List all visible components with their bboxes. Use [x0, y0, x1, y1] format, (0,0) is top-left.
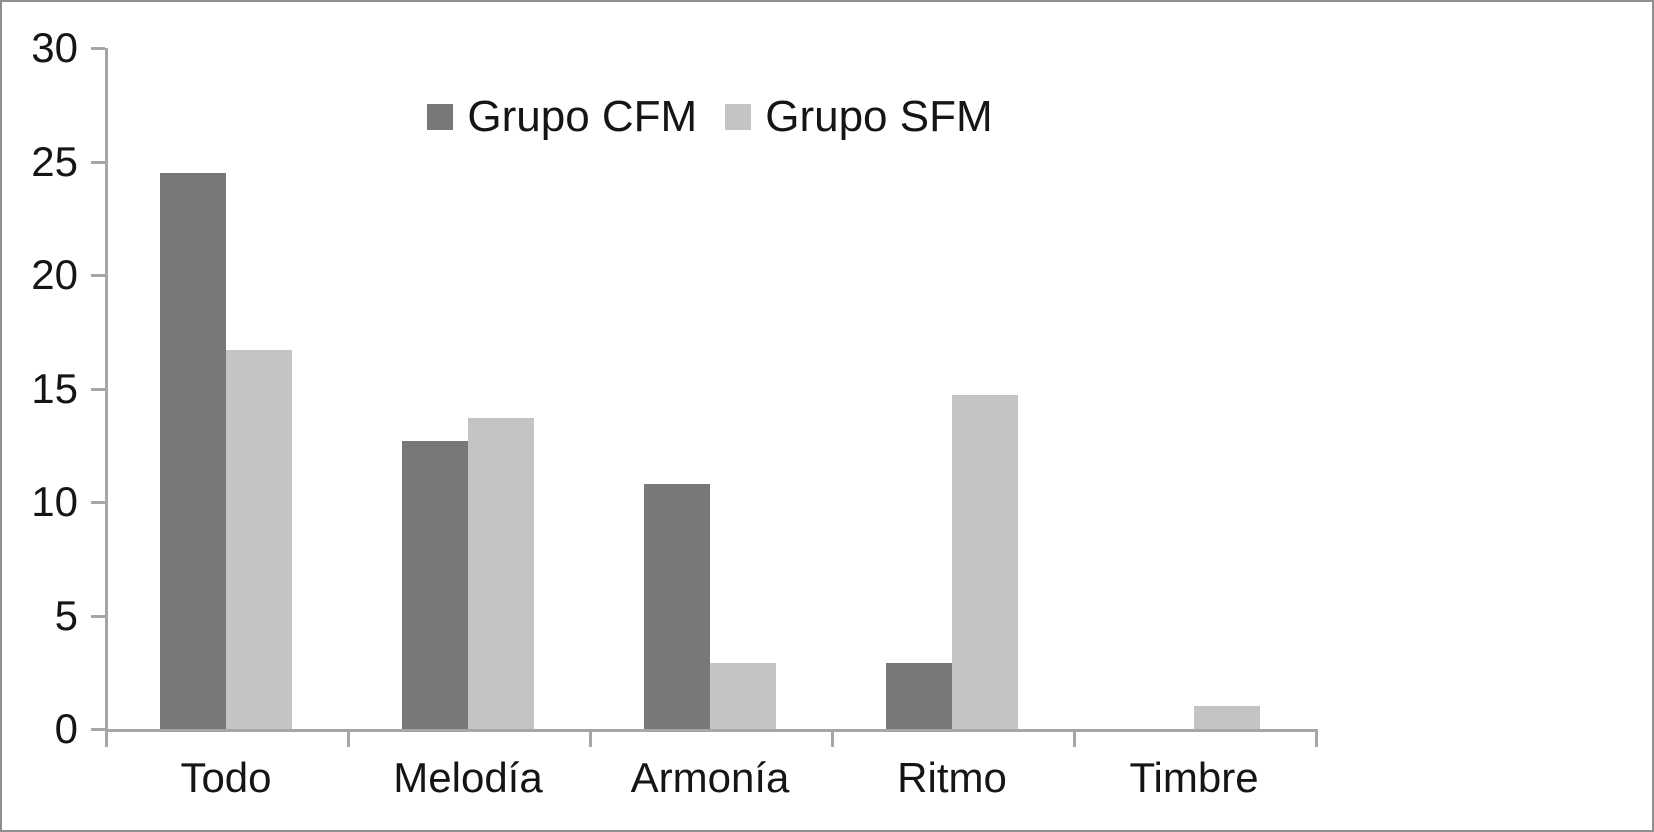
bar-sfm-todo: [226, 350, 292, 729]
x-axis-category-label: Melodía: [393, 754, 543, 801]
y-axis-tick: [91, 387, 105, 391]
bar-cfm-ritmo: [886, 663, 952, 729]
bar-sfm-melodía: [468, 418, 534, 729]
x-axis-tick: [1315, 732, 1318, 747]
x-axis-tick: [589, 732, 592, 747]
x-axis-line: [105, 729, 1318, 732]
y-axis-tick-label: 20: [31, 251, 78, 298]
y-axis-tick-label: 15: [31, 364, 78, 412]
x-axis-category-label: Ritmo: [897, 754, 1007, 801]
legend-label: Grupo SFM: [765, 92, 993, 141]
y-axis-tick: [91, 274, 105, 277]
y-axis-tick-label: 5: [54, 591, 78, 639]
legend-label: Grupo CFM: [467, 92, 698, 141]
x-axis-category-label: Timbre: [1129, 754, 1259, 801]
bar-sfm-timbre: [1194, 706, 1260, 729]
y-axis-tick-label: 25: [31, 137, 78, 185]
y-axis-tick: [91, 614, 105, 618]
y-axis-tick: [91, 160, 105, 164]
y-axis-tick: [91, 47, 105, 50]
chart-legend: Grupo CFM Grupo SFM: [105, 92, 1315, 142]
x-axis-category-label: Armonía: [630, 754, 790, 801]
x-axis-tick: [831, 732, 834, 747]
bar-cfm-melodía: [402, 441, 468, 729]
y-axis-tick-label: 0: [54, 705, 78, 752]
legend-item: Grupo SFM: [725, 92, 993, 141]
bar-sfm-ritmo: [952, 395, 1018, 729]
legend-swatch-icon: [725, 104, 752, 130]
bar-sfm-armonía: [710, 663, 776, 729]
y-axis-line: [105, 48, 108, 732]
legend-item: Grupo CFM: [427, 95, 697, 139]
x-axis-tick: [347, 732, 350, 747]
x-axis-category-label: Todo: [180, 754, 272, 801]
x-axis-tick: [1073, 732, 1076, 747]
y-axis-tick: [91, 501, 105, 504]
bar-cfm-todo: [160, 173, 226, 729]
bar-cfm-armonía: [644, 484, 710, 729]
y-axis-tick: [91, 728, 105, 731]
y-axis-tick-label: 10: [31, 478, 78, 525]
x-axis-tick: [105, 732, 108, 747]
legend-swatch-icon: [427, 104, 454, 130]
y-axis-tick-label: 30: [31, 24, 78, 71]
